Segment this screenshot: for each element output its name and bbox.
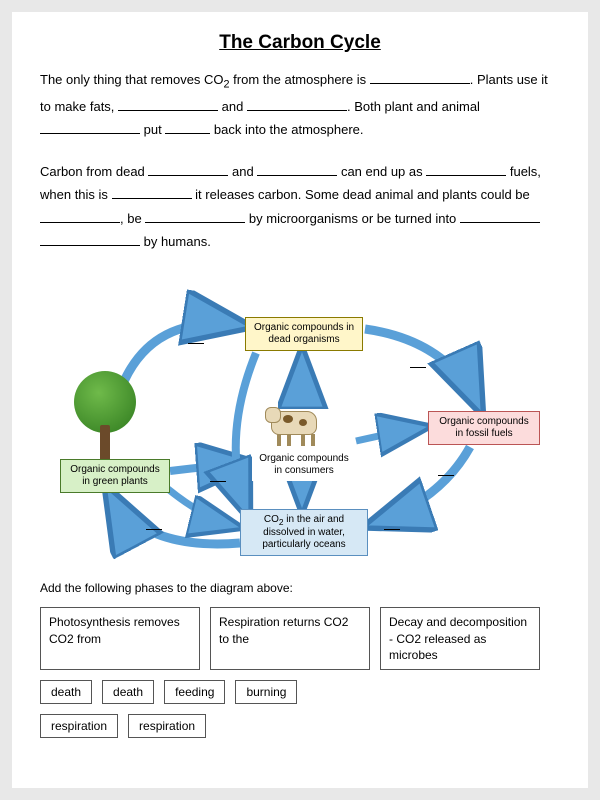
p1-t7: back into the atmosphere. — [210, 122, 363, 137]
wb-death-1[interactable]: death — [40, 680, 92, 704]
label-tick[interactable] — [146, 529, 162, 530]
label-tick[interactable] — [210, 481, 226, 482]
p2-t1: Carbon from dead — [40, 164, 148, 179]
wb-respiration-2[interactable]: respiration — [128, 714, 206, 738]
wordbank-instruction: Add the following phases to the diagram … — [40, 581, 560, 595]
wb-feeding[interactable]: feeding — [164, 680, 225, 704]
node-consumers: Organic compounds in consumers — [252, 449, 356, 481]
p1-t2: from the atmosphere is — [230, 72, 370, 87]
p2-t3: can end up as — [337, 164, 426, 179]
tree-icon — [70, 371, 140, 461]
blank-11[interactable] — [145, 211, 245, 223]
page-title: The Carbon Cycle — [40, 32, 560, 54]
blank-3[interactable] — [247, 99, 347, 111]
wb-respiration-returns[interactable]: Respiration returns CO2 to the — [210, 607, 370, 670]
node-co2: CO2 in the air and dissolved in water, p… — [240, 509, 368, 556]
node-co2-label: CO2 in the air and dissolved in water, p… — [262, 514, 345, 550]
blank-2[interactable] — [118, 99, 218, 111]
node-fossil-label: Organic compounds in fossil fuels — [439, 416, 529, 439]
cow-icon — [265, 401, 333, 447]
wb-death-2[interactable]: death — [102, 680, 154, 704]
node-plants-label: Organic compounds in green plants — [70, 464, 160, 487]
node-dead-organisms: Organic compounds in dead organisms — [245, 317, 363, 351]
blank-5[interactable] — [165, 123, 210, 135]
p1-t6: put — [140, 122, 165, 137]
wb-respiration-1[interactable]: respiration — [40, 714, 118, 738]
blank-8[interactable] — [426, 164, 506, 176]
carbon-cycle-diagram: Organic compounds in dead organisms Orga… — [40, 271, 560, 571]
label-tick[interactable] — [188, 343, 204, 344]
label-tick[interactable] — [384, 529, 400, 530]
p1-t4: and — [218, 99, 247, 114]
blank-7[interactable] — [257, 164, 337, 176]
blank-4[interactable] — [40, 123, 140, 135]
p2-t5: it releases carbon. Some dead animal and… — [192, 187, 530, 202]
wb-decay[interactable]: Decay and decomposition - CO2 released a… — [380, 607, 540, 670]
fill-blank-para-2: Carbon from dead and can end up as fuels… — [40, 160, 560, 254]
blank-6[interactable] — [148, 164, 228, 176]
wb-photosynthesis[interactable]: Photosynthesis removes CO2 from — [40, 607, 200, 670]
node-dead-label: Organic compounds in dead organisms — [254, 322, 354, 345]
blank-13[interactable] — [40, 234, 140, 246]
node-fossil-fuels: Organic compounds in fossil fuels — [428, 411, 540, 445]
label-tick[interactable] — [438, 475, 454, 476]
node-green-plants: Organic compounds in green plants — [60, 459, 170, 493]
blank-1[interactable] — [370, 72, 470, 84]
p1-t1: The only thing that removes CO — [40, 72, 224, 87]
label-tick[interactable] — [410, 367, 426, 368]
word-bank: Photosynthesis removes CO2 from Respirat… — [40, 607, 560, 738]
blank-9[interactable] — [112, 188, 192, 200]
blank-12[interactable] — [460, 211, 540, 223]
worksheet-page: The Carbon Cycle The only thing that rem… — [12, 12, 588, 788]
wb-burning[interactable]: burning — [235, 680, 297, 704]
node-consumers-label: Organic compounds in consumers — [259, 453, 349, 476]
fill-blank-para-1: The only thing that removes CO2 from the… — [40, 68, 560, 142]
p2-t2: and — [228, 164, 257, 179]
p2-t8: by humans. — [140, 234, 211, 249]
p2-t6: , be — [120, 211, 145, 226]
blank-10[interactable] — [40, 211, 120, 223]
p1-t5: . Both plant and animal — [347, 99, 480, 114]
p2-t7: by microorganisms or be turned into — [245, 211, 460, 226]
